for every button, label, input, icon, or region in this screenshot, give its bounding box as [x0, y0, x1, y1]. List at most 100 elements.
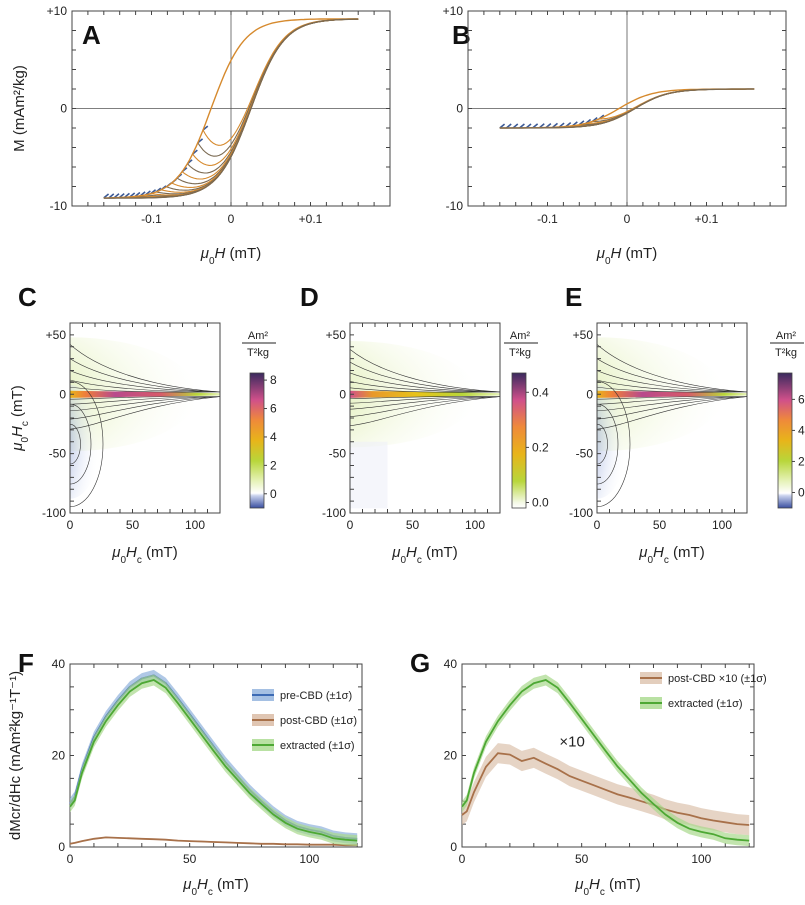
panel-letter-c: C [18, 282, 37, 312]
y-tick-label: -10 [446, 199, 464, 213]
x-tick-label: 100 [299, 852, 319, 866]
y-tick-label: +50 [46, 328, 67, 342]
y-tick-label: -50 [576, 447, 594, 461]
x-tick-label: 0 [228, 212, 235, 226]
y-tick-label: 20 [52, 749, 66, 763]
x-tick-label: 0 [67, 852, 74, 866]
contour-line-upper [350, 387, 500, 393]
negative-contour [70, 381, 104, 508]
y-tick-label: -50 [49, 447, 67, 461]
y-tick-label: -50 [329, 447, 347, 461]
x-tick-label: 0 [459, 852, 466, 866]
colorbar-unit-top: Am² [248, 330, 269, 342]
negative-contour [597, 381, 631, 508]
contour-line-lower [350, 396, 500, 426]
x-tick-label: -0.1 [537, 212, 558, 226]
colorbar-unit-bottom: T²kg [509, 347, 531, 359]
y-tick-label: 0 [586, 387, 593, 401]
contour-line-upper [597, 344, 747, 393]
colorbar-tick-label: 6 [798, 392, 805, 406]
colorbar [777, 372, 793, 509]
x-tick-label: 50 [126, 518, 140, 532]
x-axis-label: μ0Hc (mT) [638, 544, 704, 566]
panel-letter-a: A [82, 20, 101, 50]
y-tick-label: 0 [450, 840, 457, 854]
colorbar-tick-label: 4 [798, 423, 805, 437]
x-axis-label: μ0H (mT) [596, 245, 657, 267]
legend-label: post-CBD ×10 (±1σ) [668, 673, 767, 685]
colorbar-tick-label: 0.4 [532, 385, 549, 399]
forc-panel-d: 0 50 100 -100 -50 0 +50 μ0Hc (mT) 0.0 0.2 0.4 Am² T²… [322, 322, 549, 566]
x-tick-label: 50 [575, 852, 589, 866]
contour-line-lower [350, 396, 500, 417]
contour-line-upper [597, 358, 747, 393]
forc-panel-e: 0 50 100 -100 -50 0 +50 μ0Hc (mT) 0 2 4 6 Am² T²kg [569, 322, 805, 566]
y-tick-label: 0 [339, 387, 346, 401]
contour-line-lower [597, 396, 747, 405]
negative-lobe [597, 384, 627, 499]
negative-contour [70, 423, 81, 465]
contour-line-lower [70, 396, 220, 430]
contour-line-lower [597, 396, 747, 430]
contour-line-upper [70, 344, 220, 393]
x-tick-label: -0.1 [141, 212, 162, 226]
series-line [461, 679, 750, 842]
first-order-curve [150, 18, 359, 196]
x-axis-label: μ0H (mT) [200, 245, 261, 267]
negative-contour [597, 423, 608, 465]
x-axis-label: μ0Hc (mT) [574, 876, 640, 898]
contour-line-upper [70, 370, 220, 393]
x-tick-label: 50 [653, 518, 667, 532]
first-order-curve [585, 88, 755, 124]
colorbar-tick-label: 0.2 [532, 440, 549, 454]
contour-line-lower [350, 396, 500, 404]
first-order-curve [171, 18, 359, 188]
colorbar-tick-label: 8 [270, 373, 277, 387]
contour-line-upper [350, 349, 500, 393]
x-tick-label: 100 [185, 518, 205, 532]
first-order-curve [197, 18, 359, 157]
contour-line-upper [70, 386, 220, 393]
y-axis-label: M (mAm²/kg) [11, 65, 28, 152]
x-tick-label: 0 [347, 518, 354, 532]
y-axis-label: dMcr/dHc (mAm²kg⁻¹T⁻¹) [7, 671, 24, 840]
y-tick-label: -100 [569, 506, 593, 520]
legend-label: pre-CBD (±1σ) [280, 690, 352, 702]
contour-line-lower [350, 396, 500, 400]
x-tick-label: 0 [67, 518, 74, 532]
first-order-curve [176, 18, 359, 185]
contour-line-upper [350, 381, 500, 393]
hysteresis-panel-b: -0.1 0 +0.1 -10 0 +10 μ0H (mT) [443, 4, 787, 267]
contour-line-lower [597, 396, 747, 400]
contour-line-lower [597, 396, 747, 420]
colorbar-tick-label: 6 [270, 402, 277, 416]
contour-line-upper [597, 386, 747, 393]
y-tick-label: 40 [52, 657, 66, 671]
contour-line-upper [350, 372, 500, 393]
negative-contour [597, 403, 619, 485]
colorbar [511, 372, 527, 509]
first-order-curve [181, 18, 359, 180]
contour-line-upper [70, 358, 220, 393]
panel-letter-g: G [410, 648, 430, 678]
x-tick-label: 100 [465, 518, 485, 532]
negative-contour [70, 403, 92, 485]
forc-image [350, 323, 500, 513]
legend-label: extracted (±1σ) [280, 740, 355, 752]
colorbar-tick-label: 0.0 [532, 495, 549, 509]
colorbar-tick-label: 0 [798, 485, 805, 499]
contour-line-upper [597, 370, 747, 393]
colorbar-unit-top: Am² [510, 330, 531, 342]
colorbar-unit-bottom: T²kg [247, 347, 269, 359]
y-tick-label: 40 [444, 657, 458, 671]
y-tick-label: +50 [573, 328, 594, 342]
panel-letter-d: D [300, 282, 319, 312]
contour-line-upper [350, 361, 500, 393]
colorbar-tick-label: 2 [798, 454, 805, 468]
y-tick-label: 0 [59, 387, 66, 401]
upper-branch [103, 18, 359, 199]
x-axis-label: μ0Hc (mT) [111, 544, 177, 566]
first-order-curve [202, 18, 359, 146]
contour-line-upper [70, 379, 220, 393]
